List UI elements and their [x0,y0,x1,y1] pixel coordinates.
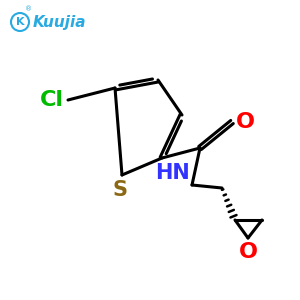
Text: S: S [112,180,128,200]
Text: O: O [238,242,257,262]
Text: HN: HN [155,163,190,183]
Text: K: K [16,17,24,27]
Text: ®: ® [26,6,33,12]
Text: Cl: Cl [40,90,64,110]
Text: O: O [236,112,255,132]
Text: Kuujia: Kuujia [33,14,86,29]
